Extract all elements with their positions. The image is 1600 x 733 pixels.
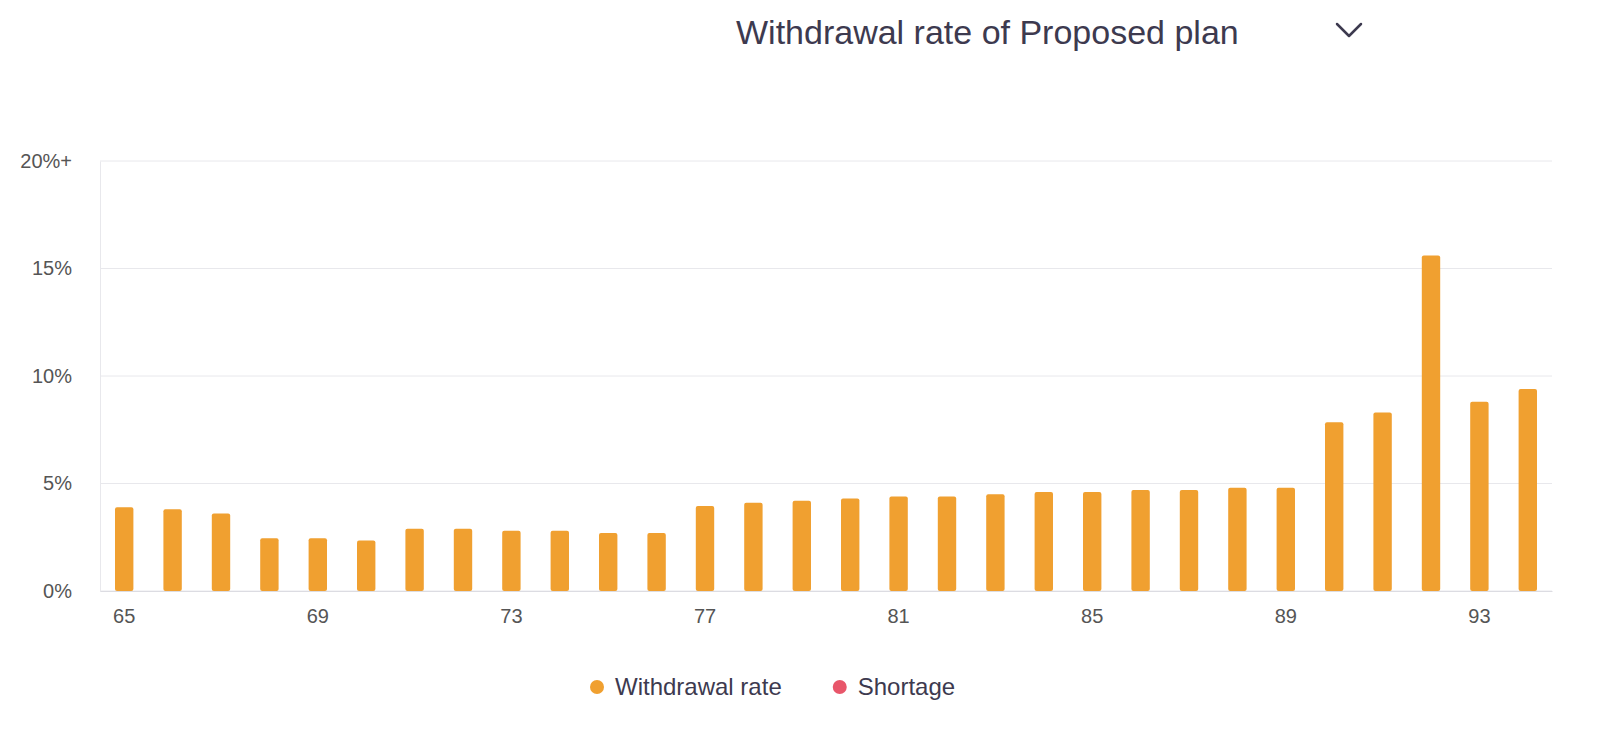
bar[interactable]	[1373, 413, 1391, 591]
bar[interactable]	[1422, 256, 1440, 591]
x-tick: 81	[887, 591, 909, 627]
y-tick: 0%	[43, 580, 100, 602]
x-axis-line	[101, 591, 1553, 592]
bar[interactable]	[841, 499, 859, 591]
y-tick: 15%	[32, 257, 100, 279]
y-tick: 20%+	[20, 150, 100, 172]
bar[interactable]	[454, 529, 472, 591]
bar[interactable]	[647, 533, 665, 591]
bar[interactable]	[1470, 402, 1488, 591]
x-tick: 93	[1468, 591, 1490, 627]
bar[interactable]	[793, 501, 811, 591]
x-tick-label: 77	[694, 605, 716, 627]
grid	[100, 161, 1552, 591]
x-tick: 85	[1081, 591, 1103, 627]
legend-swatch	[590, 680, 604, 694]
y-axis-line	[100, 162, 101, 592]
bar[interactable]	[1131, 490, 1149, 591]
x-axis: 65 69 73 77 81 85 89 93	[101, 591, 1553, 627]
bar[interactable]	[1519, 389, 1537, 591]
bar[interactable]	[889, 496, 907, 591]
x-tick-label: 69	[307, 605, 329, 627]
grid-line	[100, 376, 1552, 377]
y-tick-label: 0%	[43, 580, 72, 602]
x-tick-label: 85	[1081, 605, 1103, 627]
legend: Withdrawal rate Shortage	[590, 673, 955, 700]
legend-item[interactable]: Shortage	[833, 673, 955, 700]
y-tick: 10%	[32, 365, 100, 387]
legend-label: Withdrawal rate	[615, 673, 782, 700]
y-axis: 0% 5% 10% 15% 20%+	[20, 150, 100, 602]
x-tick-label: 73	[500, 605, 522, 627]
grid-line	[100, 268, 1552, 269]
legend-swatch	[833, 680, 847, 694]
x-tick-label: 93	[1468, 605, 1490, 627]
x-tick: 69	[307, 591, 329, 627]
bar[interactable]	[163, 509, 181, 591]
bar[interactable]	[1228, 488, 1246, 591]
y-tick-label: 15%	[32, 257, 72, 279]
x-tick-label: 65	[113, 605, 135, 627]
bar[interactable]	[115, 507, 133, 591]
bar[interactable]	[212, 514, 230, 591]
x-tick: 65	[113, 591, 135, 627]
bar[interactable]	[744, 503, 762, 591]
bar[interactable]	[1083, 492, 1101, 591]
x-tick-label: 81	[887, 605, 909, 627]
bar[interactable]	[1277, 488, 1295, 591]
title: Withdrawal rate of Proposed plan	[736, 13, 1239, 51]
bar[interactable]	[986, 494, 1004, 591]
y-tick-label: 10%	[32, 365, 72, 387]
bar[interactable]	[260, 538, 278, 591]
bar[interactable]	[1035, 492, 1053, 591]
bar[interactable]	[1180, 490, 1198, 591]
x-tick: 73	[500, 591, 522, 627]
x-tick-label: 89	[1275, 605, 1297, 627]
legend-item[interactable]: Withdrawal rate	[590, 673, 782, 700]
bar[interactable]	[357, 540, 375, 591]
bar[interactable]	[502, 531, 520, 591]
y-tick: 5%	[43, 472, 100, 494]
dropdown-icon[interactable]	[1337, 24, 1361, 36]
legend-label: Shortage	[858, 673, 955, 700]
bar[interactable]	[309, 538, 327, 591]
bar[interactable]	[551, 531, 569, 591]
bar[interactable]	[405, 529, 423, 591]
bar[interactable]	[938, 496, 956, 591]
chart: Withdrawal rate of Proposed plan 0% 5% 10% 1…	[0, 0, 1600, 733]
bar[interactable]	[696, 506, 714, 591]
bar[interactable]	[599, 533, 617, 591]
y-tick-label: 5%	[43, 472, 72, 494]
x-tick: 89	[1275, 591, 1297, 627]
grid-line	[100, 161, 1552, 162]
y-tick-label: 20%+	[20, 150, 72, 172]
x-tick: 77	[694, 591, 716, 627]
bars	[115, 256, 1537, 591]
bar[interactable]	[1325, 422, 1343, 591]
